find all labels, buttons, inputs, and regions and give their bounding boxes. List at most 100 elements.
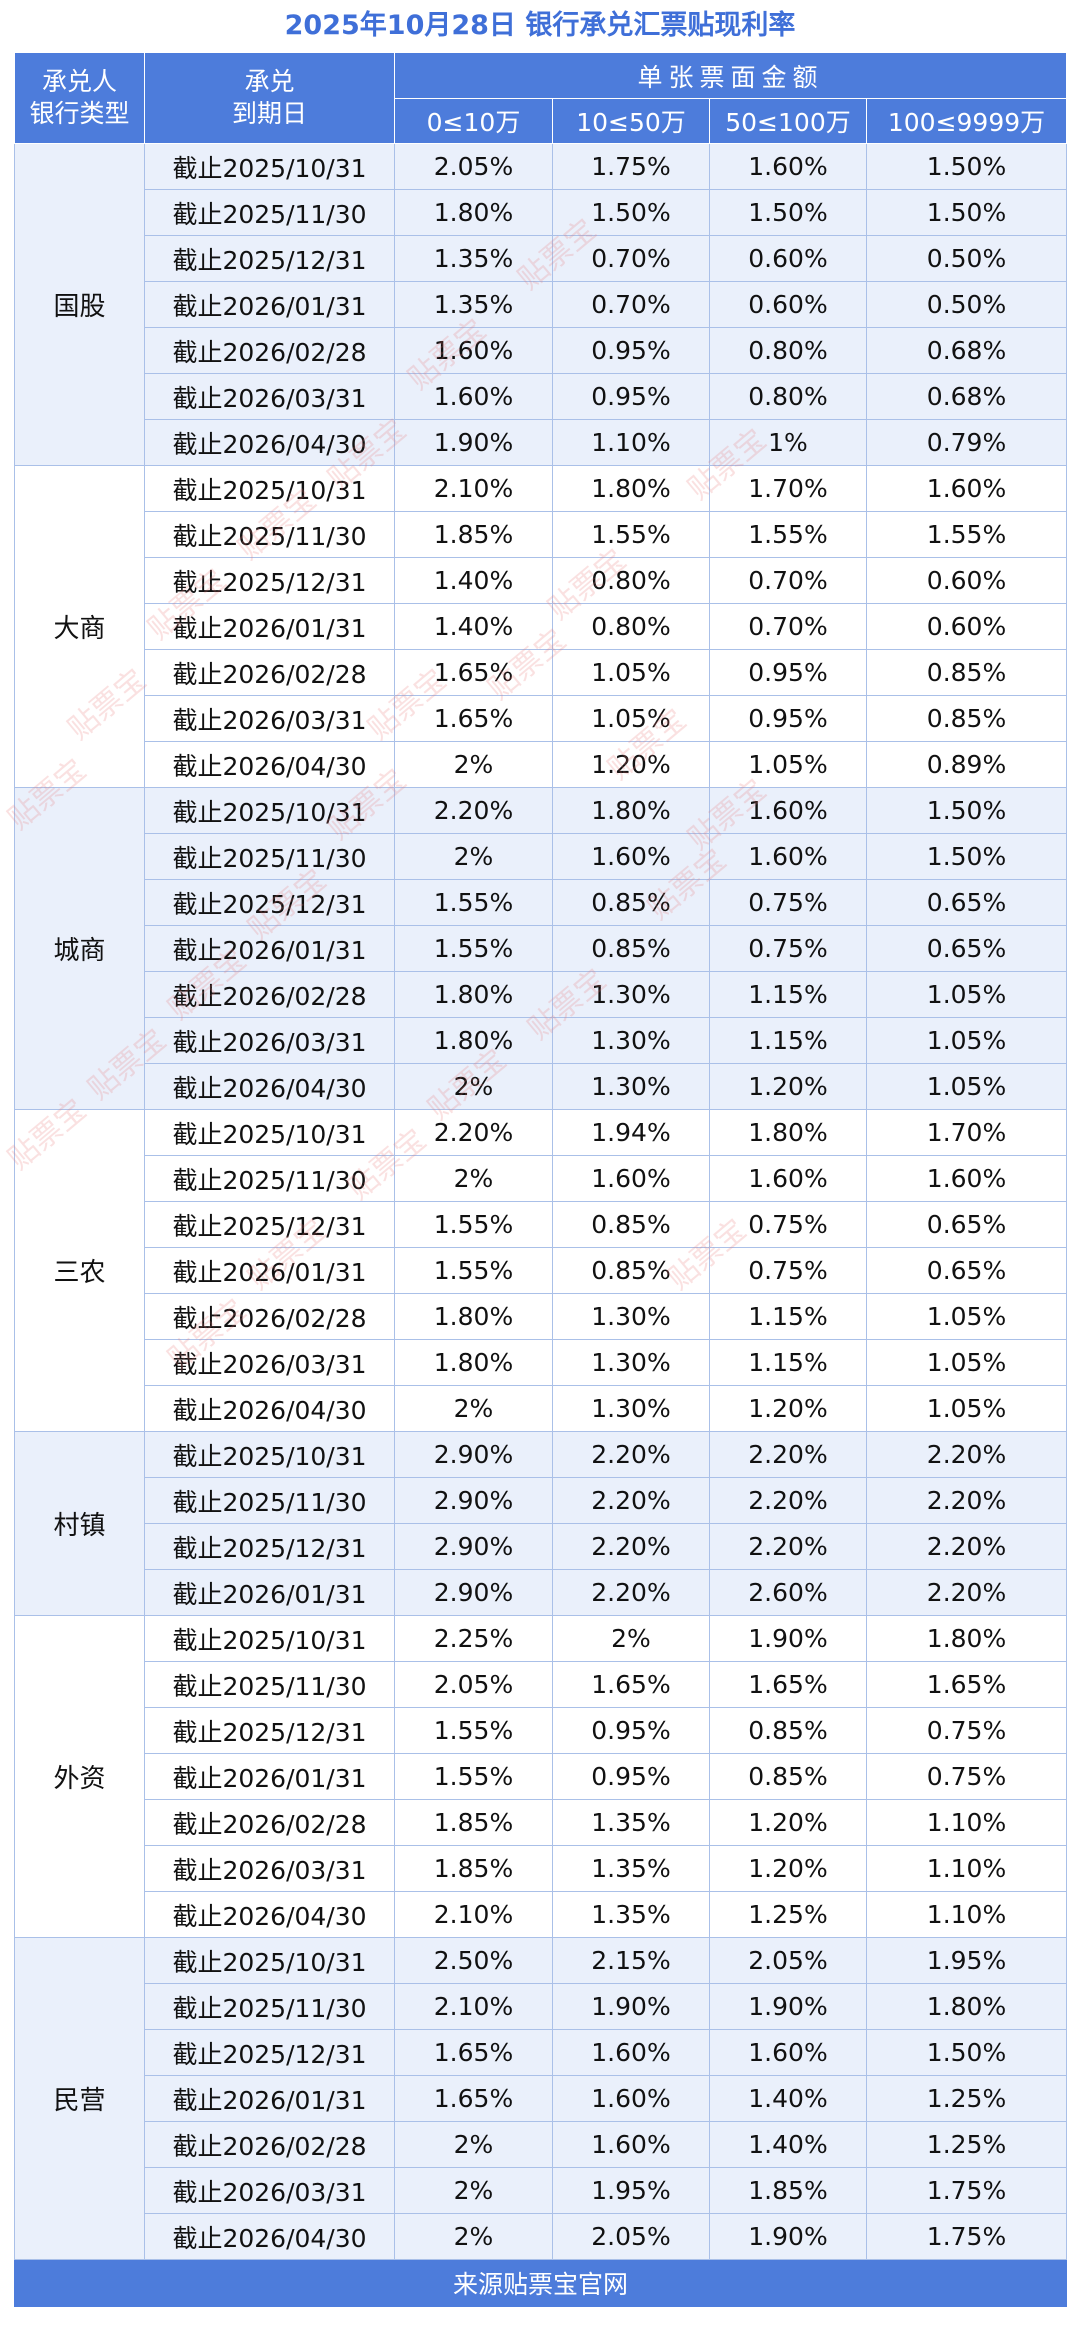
- rate-cell: 0.70%: [709, 603, 867, 650]
- rate-cell: 0.70%: [552, 281, 710, 328]
- rate-cell: 1.65%: [394, 695, 553, 742]
- rate-cell: 1.50%: [709, 189, 867, 236]
- rate-cell: 1.15%: [709, 1339, 867, 1386]
- table-row: 三农 截止2025/10/31 2.20% 1.94% 1.80% 1.70%: [14, 1109, 1068, 1432]
- rate-cell: 1.65%: [865, 1661, 1068, 1708]
- rate-cell: 0.75%: [865, 1753, 1068, 1800]
- rate-cell: 2.05%: [394, 143, 553, 190]
- maturity-date-cell: 截止2026/04/30: [144, 2213, 395, 2260]
- table-row: 截止2026/02/28 1.85% 1.35% 1.20% 1.10%: [15, 1799, 1068, 1846]
- table-row: 截止2026/02/28 1.65% 1.05% 0.95% 0.85%: [15, 649, 1068, 696]
- rate-cell: 1.60%: [552, 2075, 710, 2122]
- rate-cell: 1.40%: [709, 2121, 867, 2168]
- rate-cell: 1.55%: [394, 1707, 553, 1754]
- rate-cell: 1.60%: [865, 465, 1068, 512]
- table-row: 村镇 截止2025/10/31 2.90% 2.20% 2.20% 2.20%: [14, 1431, 1068, 1616]
- rate-cell: 1.70%: [709, 465, 867, 512]
- table-row: 截止2026/03/31 1.85% 1.35% 1.20% 1.10%: [15, 1845, 1068, 1892]
- table-row: 外资 截止2025/10/31 2.25% 2% 1.90% 1.80%: [14, 1615, 1068, 1938]
- table-row: 截止2026/03/31 2% 1.95% 1.85% 1.75%: [15, 2167, 1068, 2214]
- rate-cell: 1.55%: [552, 511, 710, 558]
- rate-cell: 2.15%: [552, 1937, 710, 1984]
- maturity-date-cell: 截止2026/04/30: [144, 741, 395, 788]
- table-row: 截止2025/11/30 1.80% 1.50% 1.50% 1.50%: [15, 189, 1068, 236]
- rate-cell: 0.75%: [709, 1247, 867, 1294]
- rate-cell: 0.50%: [865, 235, 1068, 282]
- rate-cell: 1.60%: [709, 2029, 867, 2076]
- rate-cell: 1.35%: [394, 235, 553, 282]
- rate-cell: 1.30%: [552, 971, 710, 1018]
- maturity-date-cell: 截止2026/01/31: [144, 281, 395, 328]
- rate-cell: 2.20%: [709, 1523, 867, 1570]
- header-bank-type: 承兑人 银行类型: [14, 52, 145, 144]
- maturity-date-cell: 截止2026/04/30: [144, 1891, 395, 1938]
- table-row: 截止2025/12/31 1.40% 0.80% 0.70% 0.60%: [15, 557, 1068, 604]
- rate-cell: 0.60%: [709, 235, 867, 282]
- rate-cell: 1.60%: [394, 327, 553, 374]
- rate-cell: 0.65%: [865, 879, 1068, 926]
- rate-cell: 1.55%: [865, 511, 1068, 558]
- rate-cell: 1.20%: [709, 1385, 867, 1432]
- rate-cell: 2%: [394, 2213, 553, 2260]
- header-amount-col-4: 100≤9999万: [865, 98, 1068, 144]
- maturity-date-cell: 截止2025/10/31: [144, 1431, 395, 1478]
- rate-cell: 2%: [394, 2167, 553, 2214]
- table-row: 截止2026/02/28 1.80% 1.30% 1.15% 1.05%: [15, 1293, 1068, 1340]
- discount-rate-table: 承兑人 银行类型 承兑 到期日 单张票面金额 0≤10万 10≤50万 50≤1…: [13, 52, 1068, 2307]
- rate-cell: 1.85%: [394, 1845, 553, 1892]
- bank-type-cell: 城商: [14, 787, 145, 1110]
- rate-cell: 1.85%: [394, 1799, 553, 1846]
- rate-cell: 0.75%: [709, 1201, 867, 1248]
- rate-cell: 0.68%: [865, 327, 1068, 374]
- rate-cell: 2%: [394, 1063, 553, 1110]
- header-amount-col-1: 0≤10万: [394, 98, 553, 144]
- table-row: 截止2026/01/31 1.55% 0.95% 0.85% 0.75%: [15, 1753, 1068, 1800]
- rate-cell: 1.60%: [394, 373, 553, 420]
- rate-cell: 1.80%: [865, 1983, 1068, 2030]
- maturity-date-cell: 截止2026/04/30: [144, 419, 395, 466]
- rate-cell: 1.10%: [865, 1845, 1068, 1892]
- rate-cell: 1.10%: [552, 419, 710, 466]
- rate-cell: 0.80%: [552, 603, 710, 650]
- table-row: 截止2026/03/31 1.80% 1.30% 1.15% 1.05%: [15, 1339, 1068, 1386]
- maturity-date-cell: 截止2025/11/30: [144, 189, 395, 236]
- rate-cell: 0.95%: [552, 327, 710, 374]
- rate-cell: 2.10%: [394, 1983, 553, 2030]
- rate-cell: 1.85%: [709, 2167, 867, 2214]
- rate-cell: 1.80%: [394, 1293, 553, 1340]
- rate-cell: 2.20%: [394, 1109, 553, 1156]
- rate-cell: 2.20%: [865, 1569, 1068, 1616]
- rate-cell: 1.80%: [552, 787, 710, 834]
- rate-cell: 1.80%: [394, 1017, 553, 1064]
- rate-cell: 1.80%: [394, 971, 553, 1018]
- rate-cell: 1.55%: [394, 925, 553, 972]
- maturity-date-cell: 截止2026/01/31: [144, 1569, 395, 1616]
- table-row: 截止2026/04/30 2% 1.20% 1.05% 0.89%: [15, 741, 1068, 788]
- rate-cell: 1.55%: [394, 1201, 553, 1248]
- rate-cell: 0.95%: [709, 649, 867, 696]
- rate-cell: 1.30%: [552, 1293, 710, 1340]
- rate-cell: 1.60%: [865, 1155, 1068, 1202]
- table-row: 截止2026/04/30 2% 1.30% 1.20% 1.05%: [15, 1063, 1068, 1110]
- rate-cell: 2.20%: [552, 1523, 710, 1570]
- header-amount-group: 单张票面金额: [393, 52, 1068, 99]
- rate-cell: 2.20%: [865, 1431, 1068, 1478]
- rate-cell: 1.05%: [865, 1339, 1068, 1386]
- rate-cell: 0.65%: [865, 1201, 1068, 1248]
- rate-cell: 1.30%: [552, 1017, 710, 1064]
- maturity-date-cell: 截止2026/01/31: [144, 1247, 395, 1294]
- bank-type-cell: 国股: [14, 143, 145, 466]
- rate-cell: 1.94%: [552, 1109, 710, 1156]
- table-row: 截止2026/01/31 1.55% 0.85% 0.75% 0.65%: [15, 925, 1068, 972]
- table-row: 截止2025/12/31 1.55% 0.85% 0.75% 0.65%: [15, 879, 1068, 926]
- rate-cell: 0.80%: [552, 557, 710, 604]
- maturity-date-cell: 截止2026/02/28: [144, 649, 395, 696]
- rate-cell: 1.05%: [865, 1293, 1068, 1340]
- rate-cell: 1.80%: [865, 1615, 1068, 1662]
- table-body: 国股 截止2025/10/31 2.05% 1.75% 1.60% 1.50% 截止2025…: [14, 143, 1068, 2260]
- header-maturity-line2: 到期日: [231, 99, 307, 128]
- rate-cell: 0.70%: [552, 235, 710, 282]
- rate-cell: 0.95%: [552, 1753, 710, 1800]
- rate-cell: 0.80%: [709, 373, 867, 420]
- rate-cell: 0.70%: [709, 557, 867, 604]
